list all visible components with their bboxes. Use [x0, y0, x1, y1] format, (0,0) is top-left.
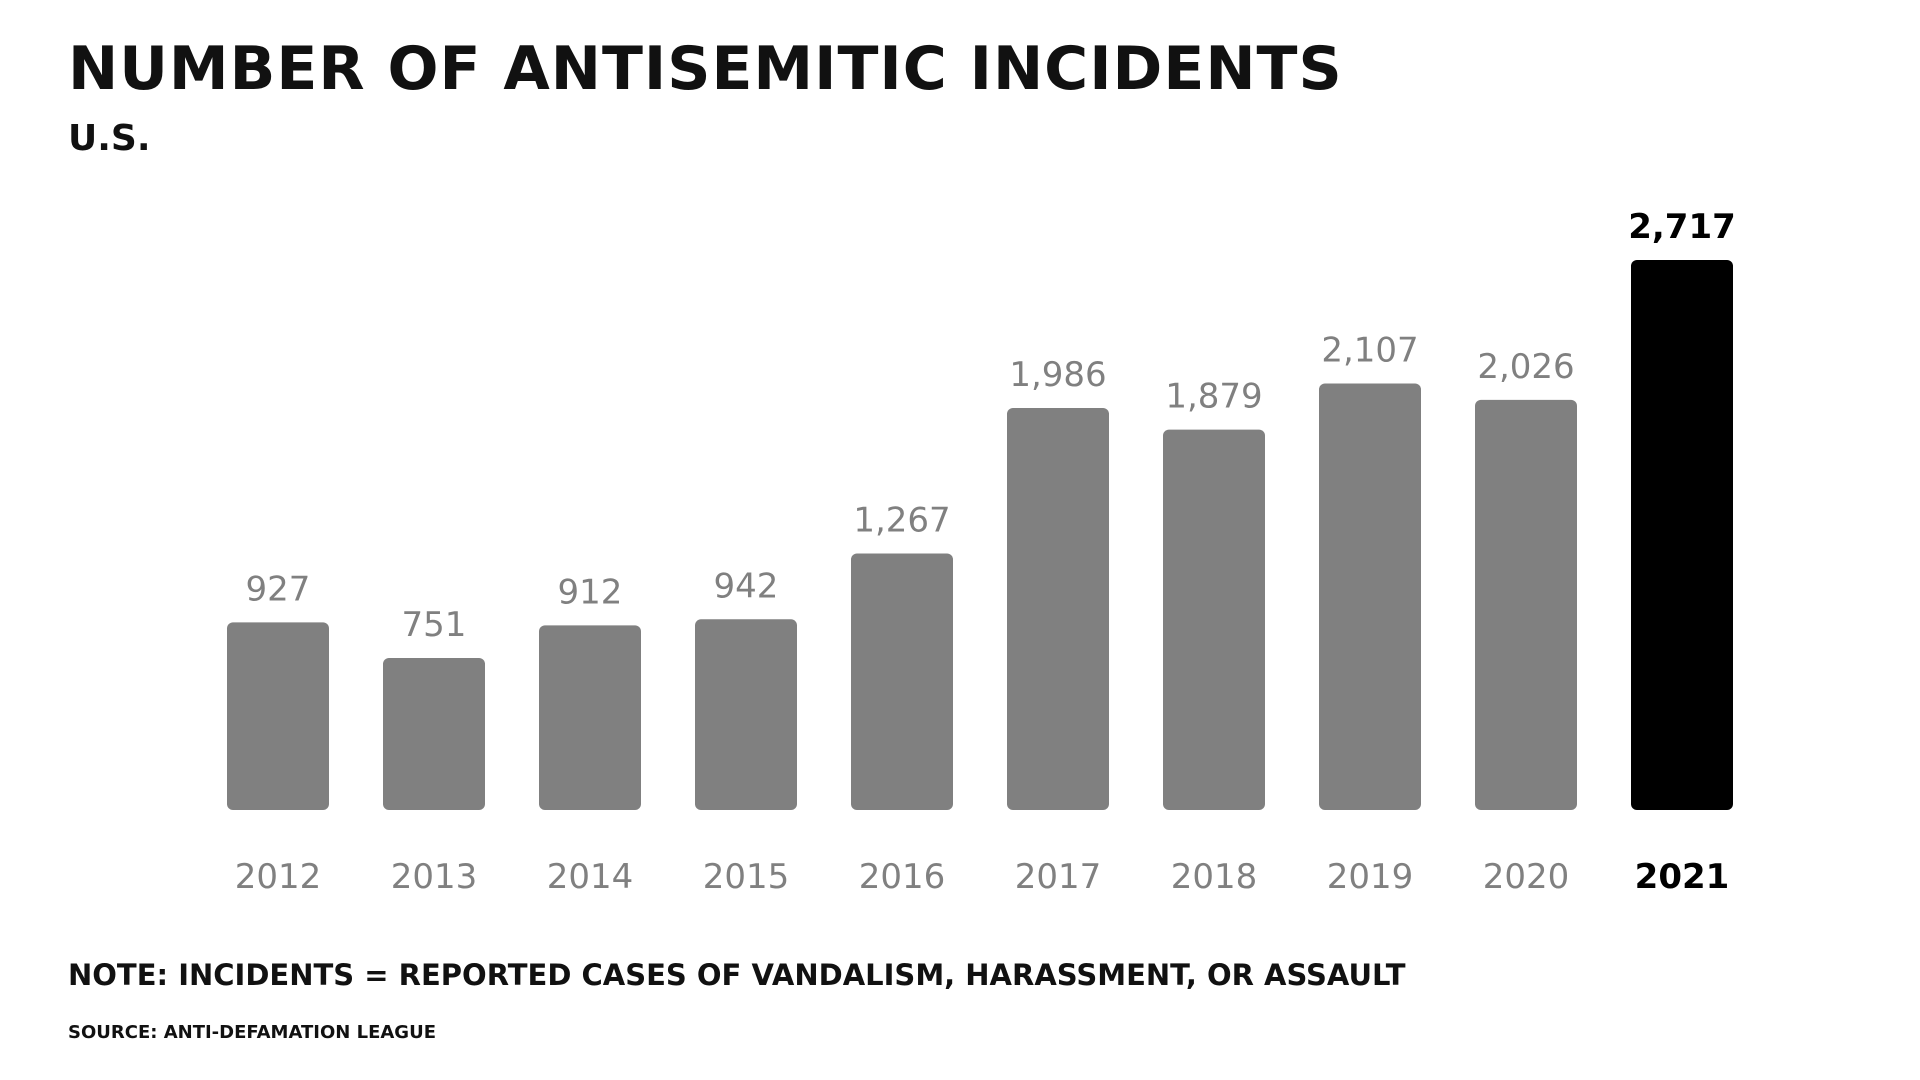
x-tick-label-2013: 2013 [391, 857, 478, 897]
bar-value-label-2016: 1,267 [853, 501, 950, 541]
x-tick-label-2019: 2019 [1327, 857, 1414, 897]
bar-2016 [851, 553, 953, 810]
bar-2019 [1319, 383, 1421, 810]
bar-2012 [227, 622, 329, 810]
bar-value-label-2018: 1,879 [1165, 377, 1262, 417]
bar-2018 [1163, 429, 1265, 810]
chart-subtitle: U.S. [68, 118, 151, 159]
x-tick-label-2018: 2018 [1171, 857, 1258, 897]
x-tick-label-2016: 2016 [859, 857, 946, 897]
bar-2015 [695, 619, 797, 810]
x-tick-label-2021: 2021 [1635, 857, 1730, 897]
bar-value-label-2012: 927 [246, 569, 311, 609]
bar-value-label-2021: 2,717 [1628, 207, 1736, 247]
bar-2020 [1475, 399, 1577, 810]
bar-value-label-2013: 751 [402, 605, 467, 645]
bar-2021 [1631, 260, 1733, 810]
chart-source: Source: Anti-Defamation League [68, 1022, 436, 1043]
bar-value-label-2014: 912 [558, 572, 623, 612]
bar-value-label-2017: 1,986 [1009, 355, 1106, 395]
bar-2017 [1007, 407, 1109, 810]
chart-note: Note: Incidents = reported cases of vand… [68, 958, 1406, 992]
bar-2013 [383, 657, 485, 810]
bar-value-label-2019: 2,107 [1321, 330, 1418, 370]
bar-value-label-2020: 2,026 [1477, 347, 1574, 387]
x-tick-label-2012: 2012 [235, 857, 322, 897]
chart-title: Number of antisemitic incidents [68, 34, 1343, 104]
bar-2014 [539, 625, 641, 810]
x-tick-label-2017: 2017 [1015, 857, 1102, 897]
x-tick-label-2020: 2020 [1483, 857, 1570, 897]
x-tick-label-2015: 2015 [703, 857, 790, 897]
x-tick-label-2014: 2014 [547, 857, 634, 897]
bar-value-label-2015: 942 [714, 566, 779, 606]
